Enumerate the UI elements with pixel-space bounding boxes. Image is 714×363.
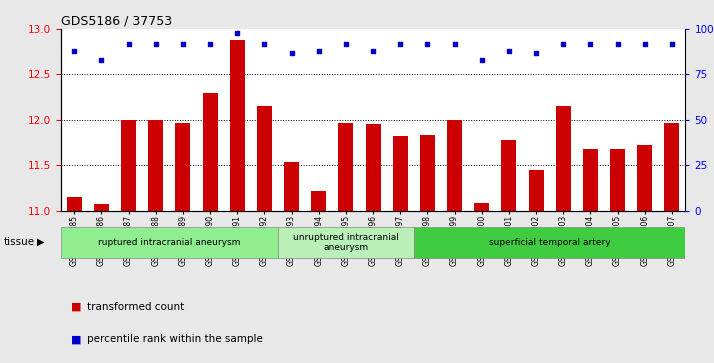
Point: [503, 48, 515, 54]
Bar: [393, 136, 408, 211]
Bar: [528, 170, 543, 211]
Text: ▶: ▶: [37, 237, 45, 247]
Text: superficial temporal artery: superficial temporal artery: [489, 238, 610, 247]
Point: [340, 41, 351, 46]
Point: [422, 41, 433, 46]
Bar: [67, 197, 81, 211]
Point: [531, 50, 542, 56]
Bar: [414, 227, 685, 258]
Bar: [176, 122, 191, 211]
Point: [395, 41, 406, 46]
Text: ■: ■: [71, 302, 82, 312]
Text: ruptured intracranial aneurysm: ruptured intracranial aneurysm: [98, 238, 241, 247]
Point: [476, 57, 488, 63]
Point: [313, 48, 324, 54]
Bar: [447, 120, 462, 211]
Bar: [474, 203, 489, 211]
Text: percentile rank within the sample: percentile rank within the sample: [87, 334, 263, 344]
Bar: [149, 120, 164, 211]
Bar: [610, 149, 625, 211]
Bar: [665, 122, 679, 211]
Bar: [230, 40, 245, 211]
Point: [666, 41, 678, 46]
Bar: [284, 163, 299, 211]
Point: [96, 57, 107, 63]
Bar: [61, 227, 278, 258]
Point: [558, 41, 569, 46]
Point: [177, 41, 188, 46]
Bar: [203, 93, 218, 211]
Bar: [420, 135, 435, 211]
Bar: [501, 140, 516, 211]
Bar: [366, 125, 381, 211]
Point: [204, 41, 216, 46]
Point: [231, 30, 243, 36]
Text: ■: ■: [71, 334, 82, 344]
Bar: [257, 106, 272, 211]
Point: [585, 41, 596, 46]
Text: tissue: tissue: [4, 237, 35, 247]
Bar: [637, 145, 652, 211]
Point: [449, 41, 461, 46]
Bar: [555, 106, 570, 211]
Text: unruptured intracranial
aneurysm: unruptured intracranial aneurysm: [293, 233, 399, 252]
Point: [367, 48, 378, 54]
Bar: [583, 149, 598, 211]
Point: [258, 41, 270, 46]
Bar: [278, 227, 414, 258]
Point: [286, 50, 297, 56]
Text: transformed count: transformed count: [87, 302, 184, 312]
Point: [639, 41, 650, 46]
Bar: [311, 191, 326, 211]
Point: [123, 41, 134, 46]
Bar: [338, 122, 353, 211]
Text: GDS5186 / 37753: GDS5186 / 37753: [61, 15, 172, 28]
Bar: [121, 120, 136, 211]
Bar: [94, 204, 109, 211]
Point: [69, 48, 80, 54]
Point: [150, 41, 161, 46]
Point: [612, 41, 623, 46]
